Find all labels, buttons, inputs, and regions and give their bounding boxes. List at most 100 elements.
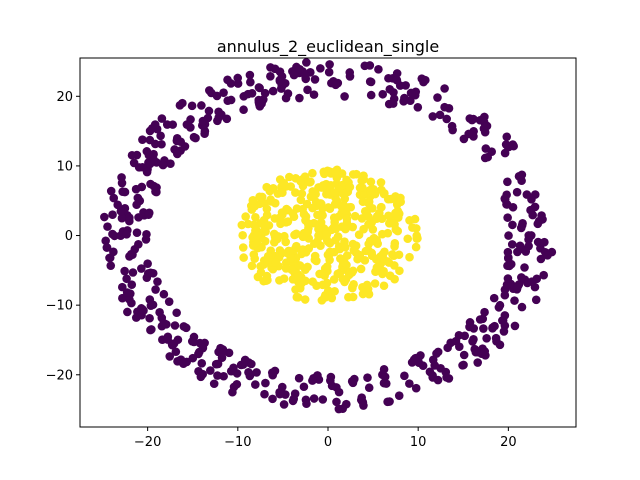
- scatter-point: [163, 332, 173, 342]
- scatter-point: [243, 89, 253, 99]
- scatter-point: [297, 278, 306, 288]
- scatter-point: [537, 211, 546, 220]
- scatter-point: [254, 83, 264, 92]
- scatter-point: [356, 264, 366, 274]
- scatter-point: [198, 116, 208, 126]
- scatter-point: [468, 337, 477, 346]
- scatter-point: [308, 376, 317, 385]
- scatter-point: [241, 212, 250, 221]
- scatter-point: [197, 359, 207, 368]
- scatter-point: [421, 75, 430, 85]
- x-tick-label: 10: [410, 435, 427, 450]
- scatter-point: [355, 250, 365, 260]
- scatter-point: [240, 355, 250, 365]
- scatter-point: [276, 219, 285, 229]
- scatter-point: [316, 199, 326, 208]
- scatter-point: [323, 286, 333, 295]
- scatter-point: [480, 347, 490, 356]
- scatter-point: [133, 193, 143, 203]
- scatter-point: [149, 181, 159, 191]
- scatter-point: [310, 255, 320, 265]
- scatter-point: [247, 359, 256, 369]
- scatter-point: [233, 73, 243, 83]
- scatter-point: [261, 378, 270, 388]
- scatter-point: [324, 67, 334, 77]
- scatter-point: [302, 58, 311, 67]
- scatter-point: [539, 270, 549, 280]
- scatter-point: [102, 243, 112, 252]
- scatter-point: [396, 197, 405, 207]
- scatter-point: [292, 204, 302, 213]
- scatter-point: [385, 85, 395, 94]
- scatter-point: [268, 264, 278, 274]
- scatter-point: [440, 84, 449, 93]
- scatter-point: [344, 292, 353, 302]
- scatter-point: [166, 159, 175, 168]
- scatter-point: [283, 217, 293, 226]
- scatter-point: [120, 187, 130, 197]
- scatter-point: [303, 226, 313, 236]
- scatter-point: [143, 259, 152, 268]
- scatter-point: [325, 204, 335, 214]
- scatter-point: [144, 210, 153, 219]
- scatter-point: [454, 331, 464, 340]
- scatter-point: [290, 230, 299, 240]
- scatter-point: [358, 197, 368, 206]
- scatter-point: [303, 85, 312, 95]
- scatter-point: [150, 120, 160, 129]
- scatter-point: [100, 212, 109, 222]
- scatter-point: [165, 352, 175, 361]
- scatter-point: [219, 371, 228, 381]
- scatter-point: [377, 229, 387, 239]
- scatter-point: [412, 231, 422, 240]
- scatter-point: [181, 323, 191, 333]
- scatter-point: [428, 112, 438, 121]
- scatter-point: [500, 194, 510, 203]
- scatter-point: [330, 188, 340, 197]
- scatter-point: [244, 367, 253, 377]
- scatter-point: [379, 189, 389, 199]
- scatter-point: [513, 247, 522, 257]
- scatter-point: [433, 375, 443, 385]
- scatter-point: [279, 400, 289, 409]
- scatter-point: [469, 324, 479, 333]
- scatter-point: [379, 364, 389, 374]
- scatter-point: [299, 382, 309, 392]
- scatter-point: [310, 75, 320, 84]
- scatter-point: [157, 114, 167, 123]
- scatter-point: [331, 80, 340, 90]
- scatter-point: [390, 274, 399, 284]
- scatter-point: [331, 224, 341, 234]
- scatter-point: [395, 266, 404, 276]
- scatter-point: [103, 222, 112, 231]
- scatter-point: [332, 397, 341, 407]
- scatter-point: [384, 211, 393, 221]
- scatter-point: [503, 213, 512, 222]
- scatter-point: [480, 153, 490, 163]
- scatter-point: [365, 77, 375, 86]
- scatter-point: [257, 99, 266, 108]
- scatter-point: [247, 261, 257, 271]
- scatter-point: [430, 361, 439, 370]
- scatter-point: [338, 404, 348, 413]
- scatter-point: [155, 308, 164, 317]
- scatter-point: [113, 200, 122, 210]
- scatter-point: [334, 387, 344, 397]
- scatter-point: [134, 213, 143, 222]
- scatter-point: [367, 248, 376, 258]
- scatter-point: [490, 321, 499, 331]
- scatter-point: [239, 105, 248, 115]
- scatter-point: [137, 182, 147, 192]
- scatter-point: [349, 279, 358, 289]
- scatter-point: [384, 258, 394, 267]
- scatter-point: [134, 163, 144, 172]
- scatter-point: [209, 379, 219, 389]
- scatter-point: [318, 269, 328, 278]
- scatter-point: [500, 290, 510, 300]
- scatter-point: [117, 213, 127, 223]
- scatter-point: [391, 208, 400, 218]
- scatter-point: [213, 371, 222, 380]
- scatter-point: [473, 358, 483, 367]
- scatter-point: [296, 195, 306, 205]
- scatter-point: [246, 77, 255, 87]
